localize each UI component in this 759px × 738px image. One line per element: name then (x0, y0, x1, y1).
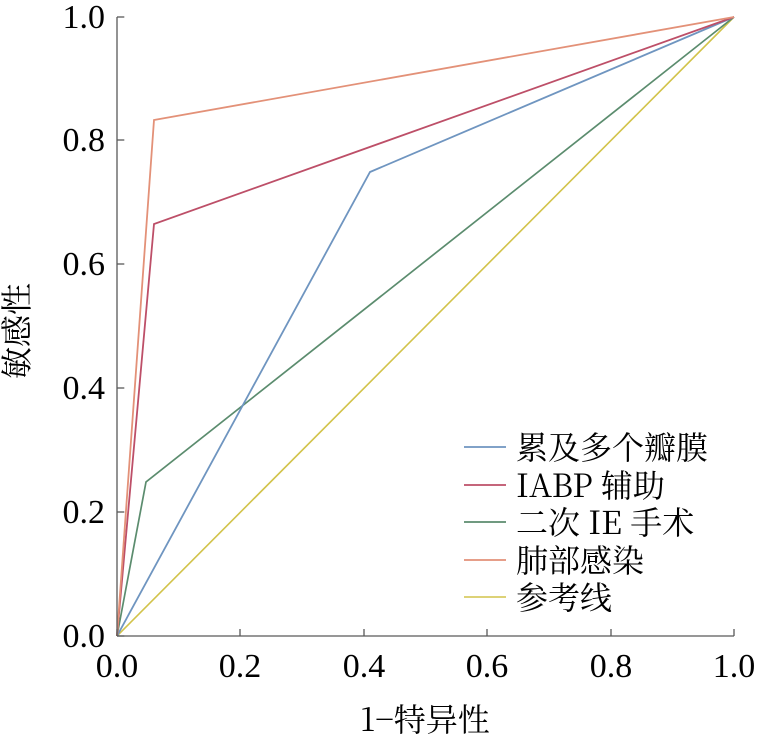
svg-text:1−特异性: 1−特异性 (360, 695, 490, 738)
svg-text:1.0: 1.0 (713, 648, 756, 685)
svg-text:0.0: 0.0 (96, 648, 139, 685)
svg-text:0.6: 0.6 (63, 246, 106, 283)
svg-text:0.6: 0.6 (466, 648, 509, 685)
svg-text:1.0: 1.0 (63, 0, 106, 36)
svg-text:0.2: 0.2 (219, 648, 262, 685)
svg-text:参考线: 参考线 (516, 573, 612, 619)
svg-text:0.4: 0.4 (63, 370, 106, 407)
svg-text:0.8: 0.8 (63, 122, 106, 159)
svg-text:敏感性: 敏感性 (0, 283, 38, 379)
svg-text:0.4: 0.4 (343, 648, 386, 685)
svg-text:0.2: 0.2 (63, 494, 106, 531)
svg-text:0.8: 0.8 (590, 648, 633, 685)
